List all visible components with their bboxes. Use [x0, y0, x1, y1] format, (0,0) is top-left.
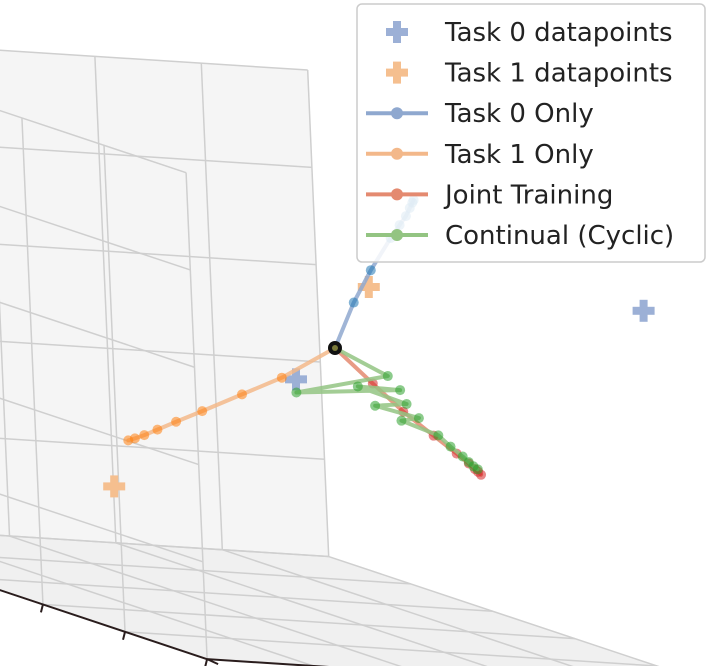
legend-label: Task 1 datapoints — [444, 59, 673, 89]
legend-entry: Task 1 Only — [366, 140, 594, 170]
grid-line — [0, 340, 321, 363]
legend-entry: Continual (Cyclic) — [366, 221, 674, 251]
legend-entry: Task 1 datapoints — [386, 59, 673, 89]
grid-line — [0, 243, 317, 266]
grid-line — [0, 534, 329, 558]
trajectory-point — [395, 385, 406, 396]
trajectory-point — [472, 464, 483, 475]
legend-point-marker — [391, 229, 403, 241]
legend-entry: Task 0 datapoints — [386, 18, 673, 48]
y-tick — [39, 604, 44, 613]
trajectory-point — [348, 297, 359, 308]
legend-box — [356, 3, 706, 263]
grid-line — [0, 49, 308, 71]
trajectory-point — [396, 415, 407, 426]
trajectory-point — [237, 389, 247, 400]
trajectory-point — [123, 435, 134, 446]
datapoint-marker — [632, 299, 655, 322]
grid-line — [124, 631, 658, 666]
datapoint-marker — [103, 475, 126, 498]
grid-line — [0, 493, 204, 563]
trajectory-point — [352, 381, 363, 392]
legend-entry: Joint Training — [366, 180, 613, 210]
legend-point-marker — [391, 107, 403, 120]
trajectory-point — [445, 441, 456, 452]
grid-line — [0, 578, 493, 613]
grid-line — [222, 548, 574, 666]
grid-line — [0, 298, 11, 537]
grid-line — [103, 145, 126, 632]
plot-series — [103, 194, 655, 498]
y-tick — [204, 658, 209, 666]
grid-line — [0, 301, 195, 368]
trajectory-point — [382, 371, 393, 382]
grid-line — [0, 205, 191, 271]
y-tick — [122, 631, 126, 641]
grid-line — [0, 437, 325, 460]
grid-line — [115, 542, 488, 666]
trajectory-point — [276, 372, 287, 383]
grid-line — [200, 63, 224, 550]
legend-plus-marker — [386, 21, 408, 43]
legend-point-marker — [391, 147, 403, 160]
trajectory-point — [370, 400, 381, 411]
grid-line — [0, 146, 312, 169]
grid-line — [42, 603, 575, 640]
legend-label: Continual (Cyclic) — [445, 221, 674, 251]
grid-line — [0, 560, 314, 666]
grid-line — [0, 556, 411, 585]
y-axis-line — [0, 589, 208, 661]
legend: Task 0 datapoints Task 1 datapoints Task 0… — [356, 3, 706, 263]
back-pane — [0, 50, 329, 557]
trajectory-point — [401, 399, 412, 410]
grid-line — [9, 535, 402, 666]
legend-point-marker — [391, 188, 403, 201]
datapoint-marker — [285, 368, 307, 391]
trajectory-point — [197, 406, 208, 417]
legend-entry: Task 0 Only — [366, 99, 594, 129]
trajectory-point — [413, 413, 424, 424]
grid-line — [185, 172, 208, 660]
trajectory-point — [139, 430, 150, 441]
grid-line — [306, 70, 330, 557]
legend-label: Task 1 Only — [444, 140, 594, 170]
legend-label: Task 0 datapoints — [444, 18, 673, 48]
datapoint-marker — [357, 276, 380, 298]
trajectory-point — [433, 430, 444, 441]
start-point-center — [332, 345, 338, 351]
x-tick — [206, 658, 219, 666]
legend-label: Task 0 Only — [444, 99, 594, 129]
trajectory-point — [365, 265, 376, 276]
legend-label: Joint Training — [443, 180, 613, 210]
grid-line — [328, 555, 660, 666]
trajectory-point — [291, 387, 302, 398]
trajectory-point — [152, 424, 163, 435]
grid-line — [21, 117, 44, 605]
axes-3d-box — [0, 49, 660, 666]
x-axis-line — [207, 658, 330, 666]
grid-line — [94, 56, 117, 543]
grid-line — [0, 109, 187, 174]
trajectory-point — [171, 416, 182, 427]
legend-plus-marker — [386, 61, 408, 84]
